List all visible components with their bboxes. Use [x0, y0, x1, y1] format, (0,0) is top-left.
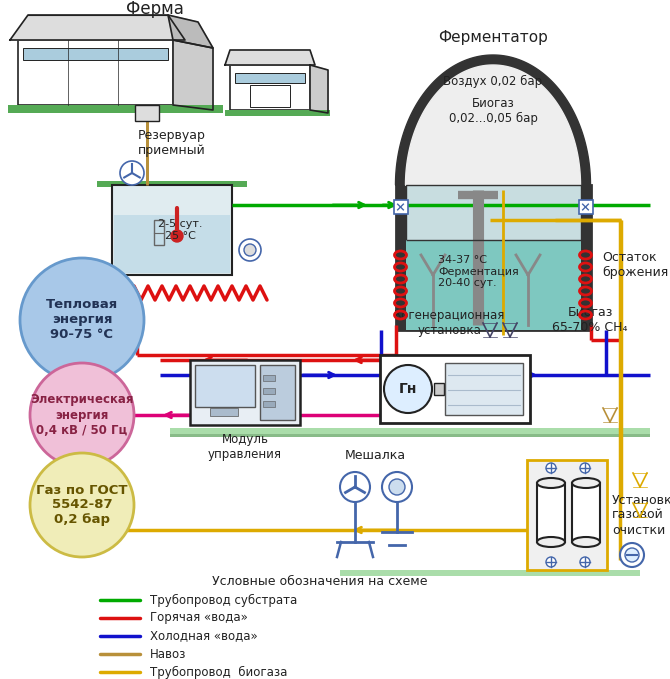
Bar — [527, 460, 607, 570]
Bar — [230, 65, 310, 110]
Bar — [340, 570, 640, 576]
Text: Ферма: Ферма — [126, 0, 184, 18]
Text: Ферментатор: Ферментатор — [438, 30, 548, 45]
Circle shape — [546, 463, 556, 473]
Bar — [114, 215, 230, 273]
Bar — [225, 110, 330, 116]
Circle shape — [384, 365, 432, 413]
Bar — [97, 181, 247, 187]
Bar — [405, 185, 580, 330]
Text: Трубопровод  биогаза: Трубопровод биогаза — [150, 665, 287, 678]
Circle shape — [382, 472, 412, 502]
Bar — [170, 434, 650, 437]
Bar — [190, 360, 300, 425]
Circle shape — [340, 472, 370, 502]
Text: Электрическая
энергия
0,4 кВ / 50 Гц: Электрическая энергия 0,4 кВ / 50 Гц — [30, 394, 134, 437]
Circle shape — [389, 479, 405, 495]
Bar — [170, 428, 650, 434]
Ellipse shape — [572, 478, 600, 488]
Bar — [380, 355, 530, 423]
Bar — [572, 483, 600, 542]
Circle shape — [30, 453, 134, 557]
Circle shape — [20, 258, 144, 382]
Text: Остаток
брожения: Остаток брожения — [602, 251, 669, 279]
Text: Биогаз
65-70% СН₄: Биогаз 65-70% СН₄ — [552, 306, 628, 334]
Bar — [210, 408, 238, 416]
Text: Резервуар
приемный: Резервуар приемный — [138, 129, 206, 157]
Text: Модуль
управления: Модуль управления — [208, 433, 282, 461]
Text: 2-5 сут.
25 °С: 2-5 сут. 25 °С — [157, 219, 202, 241]
Bar — [195, 365, 255, 407]
Polygon shape — [10, 15, 185, 40]
Bar — [260, 365, 295, 420]
Circle shape — [239, 239, 261, 261]
Text: Биогаз
0,02...0,05 бар: Биогаз 0,02...0,05 бар — [448, 97, 537, 125]
Text: Трубопровод субстрата: Трубопровод субстрата — [150, 593, 297, 606]
Text: Воздух 0,02 бар: Воздух 0,02 бар — [444, 75, 543, 88]
Text: Когенерационная
установка: Когенерационная установка — [395, 309, 506, 337]
Bar — [445, 363, 523, 415]
Polygon shape — [168, 15, 213, 48]
Bar — [18, 40, 173, 105]
Bar — [263, 375, 275, 381]
Ellipse shape — [537, 537, 565, 547]
Circle shape — [171, 230, 183, 242]
Text: 34-37 °С
Ферментация
20-40 сут.: 34-37 °С Ферментация 20-40 сут. — [438, 255, 519, 288]
Bar — [8, 105, 223, 113]
Circle shape — [546, 557, 556, 567]
Bar — [235, 73, 305, 83]
Bar — [135, 105, 159, 121]
Bar — [112, 185, 232, 275]
Polygon shape — [225, 50, 315, 65]
Bar — [537, 483, 565, 542]
Circle shape — [580, 557, 590, 567]
Bar — [154, 220, 164, 245]
Circle shape — [625, 548, 639, 562]
Text: Тепловая
энергия
90-75 °С: Тепловая энергия 90-75 °С — [46, 299, 118, 342]
Polygon shape — [173, 40, 213, 110]
Text: Гн: Гн — [399, 382, 417, 396]
Bar — [578, 200, 592, 214]
Bar — [405, 240, 580, 330]
Text: Установка
газовой
очистки: Установка газовой очистки — [612, 494, 670, 536]
Text: Газ по ГОСТ
5542-87
0,2 бар: Газ по ГОСТ 5542-87 0,2 бар — [36, 483, 128, 526]
Circle shape — [244, 244, 256, 256]
Circle shape — [120, 161, 144, 185]
Bar — [250, 85, 290, 107]
Circle shape — [580, 463, 590, 473]
Polygon shape — [405, 65, 580, 185]
Bar — [263, 388, 275, 394]
Text: Мешалка: Мешалка — [344, 449, 405, 462]
Text: Холодная «вода»: Холодная «вода» — [150, 629, 258, 642]
Text: Навоз: Навоз — [150, 648, 186, 661]
Text: Горячая «вода»: Горячая «вода» — [150, 612, 248, 625]
Bar — [395, 185, 590, 330]
Circle shape — [30, 363, 134, 467]
Circle shape — [620, 543, 644, 567]
Polygon shape — [310, 65, 328, 113]
Bar — [393, 200, 407, 214]
Bar — [263, 401, 275, 407]
Ellipse shape — [572, 537, 600, 547]
Bar — [23, 48, 168, 60]
Polygon shape — [395, 55, 590, 185]
Text: Условные обозначения на схеме: Условные обозначения на схеме — [212, 575, 427, 588]
Ellipse shape — [537, 478, 565, 488]
Bar — [434, 383, 444, 395]
